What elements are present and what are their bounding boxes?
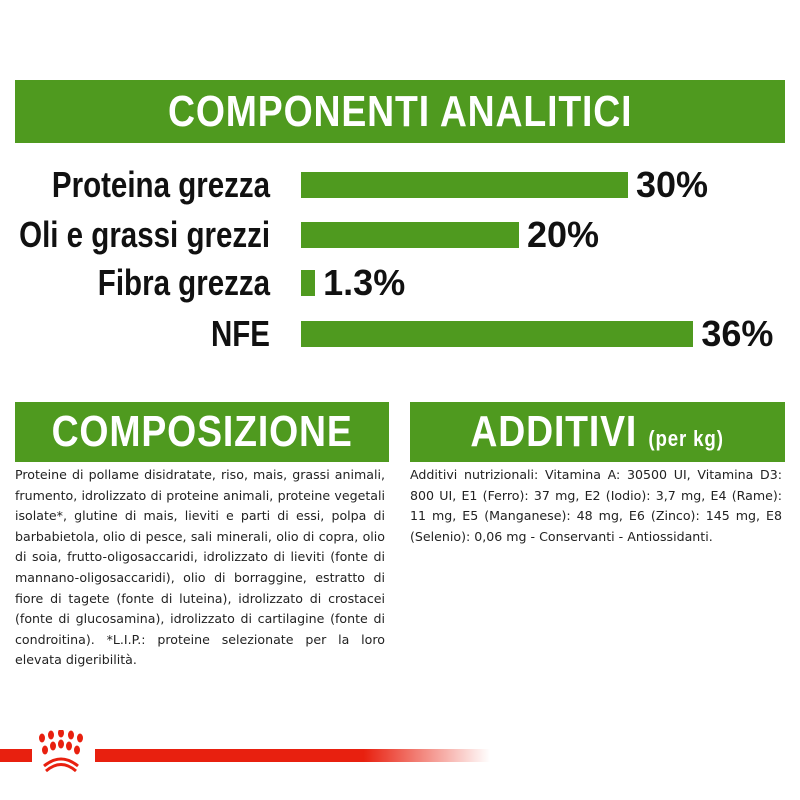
- additives-title: ADDITIVI: [470, 407, 638, 456]
- analytic-components-header: COMPONENTI ANALITICI: [15, 80, 785, 143]
- additives-subtitle: (per kg): [648, 426, 725, 451]
- value-fiber: 1.3%: [323, 262, 406, 303]
- label-protein: Proteina grezza: [51, 164, 270, 205]
- composition-text: Proteine di pollame disidratate, riso, m…: [15, 467, 385, 668]
- bar-nfe: [301, 321, 694, 347]
- bar-protein: [301, 172, 628, 198]
- red-line-left: [0, 749, 32, 762]
- value-fat: 20%: [527, 214, 600, 255]
- red-line-right: [95, 749, 490, 762]
- additives-text: Additivi nutrizionali: Vitamina A: 30500…: [410, 467, 782, 544]
- value-nfe: 36%: [701, 313, 774, 354]
- label-fat: Oli e grassi grezzi: [18, 214, 270, 255]
- composition-header: COMPOSIZIONE: [15, 402, 389, 462]
- royal-canin-crown-icon: [39, 730, 83, 773]
- additives-header: ADDITIVI (per kg): [410, 402, 785, 462]
- bar-fat: [301, 222, 519, 248]
- analytic-components-title: COMPONENTI ANALITICI: [167, 86, 633, 136]
- label-fiber: Fibra grezza: [97, 262, 270, 303]
- composition-title: COMPOSIZIONE: [51, 407, 353, 456]
- label-nfe: NFE: [210, 313, 270, 354]
- bar-fiber: [301, 270, 316, 296]
- value-protein: 30%: [636, 164, 709, 205]
